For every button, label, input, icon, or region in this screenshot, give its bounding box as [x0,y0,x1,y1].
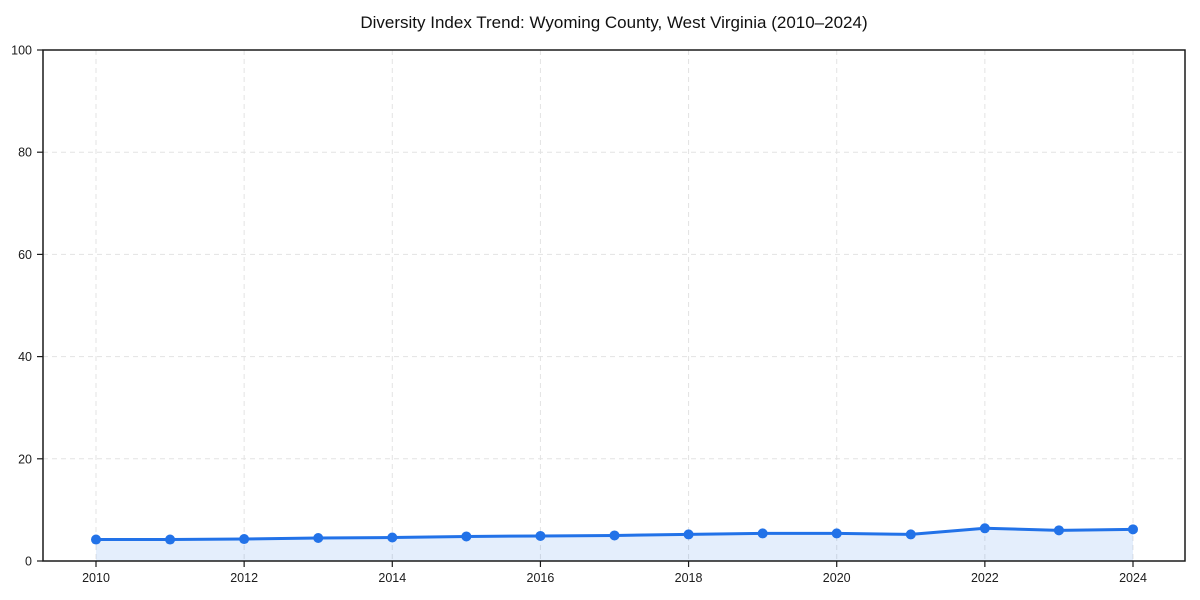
data-point-2012 [239,534,250,545]
data-point-2017 [609,530,620,541]
data-point-2016 [535,530,546,541]
plot-border [42,49,1186,562]
x-tick-label: 2010 [82,571,110,585]
x-tick-label: 2014 [378,571,406,585]
y-tick-label: 40 [18,350,32,364]
data-point-2022 [979,523,990,534]
data-point-2010 [91,534,101,545]
y-tick-label: 0 [25,555,32,569]
data-point-2013 [313,533,324,544]
y-tick-label: 60 [18,248,32,262]
y-tick-label: 20 [18,452,32,466]
x-tick-label: 2024 [1119,571,1147,585]
data-point-2014 [387,532,398,543]
x-tick-label: 2022 [971,571,999,585]
data-point-2024 [1128,524,1138,535]
area-fill [96,528,1133,561]
data-point-2023 [1053,525,1064,536]
data-point-2020 [831,528,842,539]
y-tick-label: 80 [18,146,32,160]
chart-title: Diversity Index Trend: Wyoming County, W… [360,13,868,32]
x-tick-label: 2016 [527,571,555,585]
data-point-2011 [165,534,176,545]
data-point-2021 [905,529,916,540]
x-tick-label: 2012 [230,571,258,585]
y-tick-label: 100 [11,44,32,58]
data-point-2018 [683,529,694,540]
data-point-2019 [757,528,768,539]
data-point-2015 [461,531,472,542]
x-tick-label: 2020 [823,571,851,585]
x-tick-label: 2018 [675,571,703,585]
